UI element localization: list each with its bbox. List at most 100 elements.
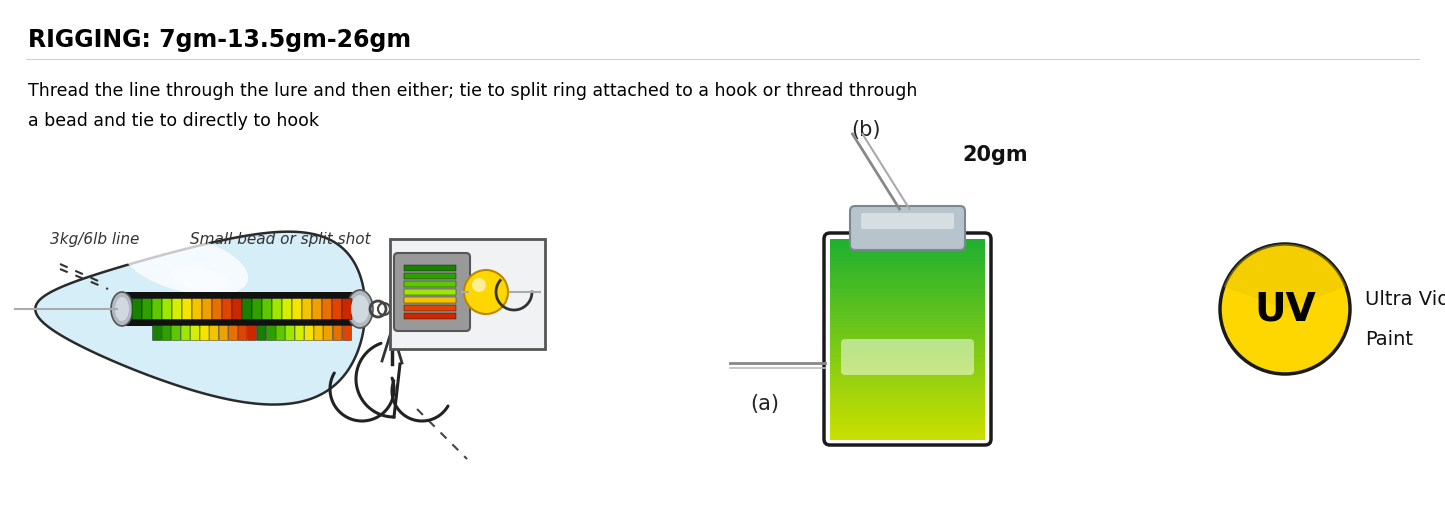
Bar <box>829 322 985 325</box>
FancyBboxPatch shape <box>302 299 312 320</box>
Bar <box>829 349 985 353</box>
Bar <box>829 421 985 425</box>
Bar <box>829 352 985 355</box>
Bar <box>405 297 457 303</box>
Bar <box>829 404 985 408</box>
FancyBboxPatch shape <box>228 326 237 341</box>
Bar <box>829 287 985 291</box>
FancyBboxPatch shape <box>247 326 257 341</box>
Bar <box>829 279 985 283</box>
FancyBboxPatch shape <box>162 299 172 320</box>
FancyBboxPatch shape <box>312 299 322 320</box>
Text: RIGGING: 7gm-13.5gm-26gm: RIGGING: 7gm-13.5gm-26gm <box>27 28 412 52</box>
Bar <box>829 344 985 348</box>
FancyBboxPatch shape <box>153 326 162 341</box>
Bar <box>829 272 985 275</box>
Text: 20gm: 20gm <box>962 145 1029 165</box>
FancyBboxPatch shape <box>295 326 303 341</box>
Bar <box>829 382 985 385</box>
FancyBboxPatch shape <box>286 326 295 341</box>
Bar <box>829 412 985 415</box>
Bar <box>829 359 985 363</box>
Ellipse shape <box>171 267 230 292</box>
FancyBboxPatch shape <box>841 340 974 375</box>
FancyBboxPatch shape <box>131 299 142 320</box>
FancyBboxPatch shape <box>332 326 342 341</box>
Bar <box>829 260 985 263</box>
FancyBboxPatch shape <box>272 299 282 320</box>
Bar <box>829 317 985 320</box>
FancyBboxPatch shape <box>276 326 285 341</box>
Bar <box>829 429 985 433</box>
Ellipse shape <box>351 295 368 323</box>
Bar <box>829 337 985 341</box>
Bar <box>829 247 985 250</box>
Text: Ultra Violet: Ultra Violet <box>1366 290 1445 309</box>
Bar <box>829 302 985 305</box>
Bar <box>829 369 985 373</box>
Bar <box>829 334 985 338</box>
Bar <box>829 342 985 345</box>
Text: Paint: Paint <box>1366 330 1413 349</box>
Bar <box>829 285 985 288</box>
FancyBboxPatch shape <box>210 326 218 341</box>
FancyBboxPatch shape <box>257 326 266 341</box>
Bar <box>829 437 985 440</box>
FancyBboxPatch shape <box>314 326 324 341</box>
Bar <box>829 374 985 378</box>
FancyBboxPatch shape <box>191 326 199 341</box>
FancyBboxPatch shape <box>182 299 192 320</box>
Bar <box>829 274 985 278</box>
Polygon shape <box>35 232 366 405</box>
Bar <box>829 397 985 400</box>
FancyBboxPatch shape <box>199 326 210 341</box>
Bar <box>829 419 985 422</box>
FancyBboxPatch shape <box>220 326 228 341</box>
Text: a bead and tie to directly to hook: a bead and tie to directly to hook <box>27 112 319 130</box>
FancyBboxPatch shape <box>241 299 251 320</box>
Bar <box>829 292 985 295</box>
FancyBboxPatch shape <box>305 326 314 341</box>
Bar <box>829 362 985 365</box>
Bar <box>829 267 985 270</box>
Circle shape <box>1220 244 1350 374</box>
Text: UV: UV <box>1254 291 1316 328</box>
FancyBboxPatch shape <box>212 299 223 320</box>
Bar <box>829 242 985 245</box>
Bar <box>829 354 985 358</box>
FancyBboxPatch shape <box>292 299 302 320</box>
Bar <box>829 427 985 430</box>
FancyBboxPatch shape <box>282 299 292 320</box>
FancyBboxPatch shape <box>223 299 233 320</box>
Bar <box>829 327 985 330</box>
FancyBboxPatch shape <box>152 299 162 320</box>
FancyBboxPatch shape <box>192 299 202 320</box>
FancyBboxPatch shape <box>142 299 152 320</box>
Bar <box>829 407 985 410</box>
Bar <box>829 294 985 298</box>
Bar <box>829 367 985 370</box>
Bar <box>829 324 985 328</box>
Ellipse shape <box>347 291 373 328</box>
Bar <box>829 254 985 258</box>
Bar <box>405 305 457 312</box>
Circle shape <box>464 270 509 315</box>
FancyBboxPatch shape <box>181 326 189 341</box>
Bar <box>405 314 457 319</box>
FancyBboxPatch shape <box>324 326 332 341</box>
Bar <box>829 394 985 398</box>
Bar <box>829 307 985 310</box>
Bar <box>829 409 985 413</box>
Bar <box>405 281 457 288</box>
Bar <box>829 417 985 420</box>
Bar <box>829 340 985 343</box>
Ellipse shape <box>111 293 133 326</box>
Bar <box>829 262 985 266</box>
Bar <box>829 244 985 248</box>
Bar <box>829 384 985 388</box>
Bar <box>829 240 985 243</box>
Bar <box>829 269 985 273</box>
Bar <box>829 399 985 403</box>
FancyBboxPatch shape <box>238 326 247 341</box>
FancyBboxPatch shape <box>162 326 171 341</box>
